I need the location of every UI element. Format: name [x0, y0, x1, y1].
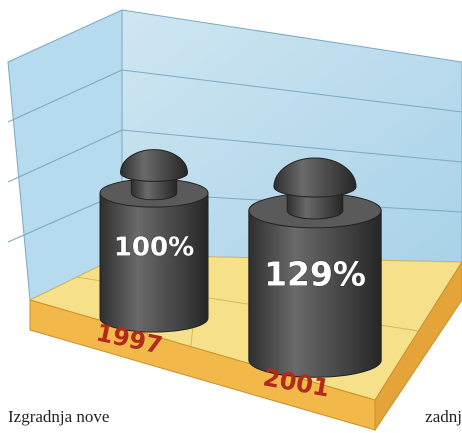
weight-knob — [273, 157, 357, 198]
weight-knob — [120, 149, 188, 182]
value-label: 129% — [264, 254, 366, 293]
weight — [99, 149, 209, 333]
backdrop — [7, 9, 462, 432]
weight-body — [99, 192, 209, 333]
weight-body — [248, 210, 382, 378]
caption-left: Izgradnja nove — [8, 407, 109, 426]
value-label: 100% — [114, 233, 194, 263]
weight — [248, 157, 382, 378]
caption-right: zadnj — [425, 407, 462, 426]
